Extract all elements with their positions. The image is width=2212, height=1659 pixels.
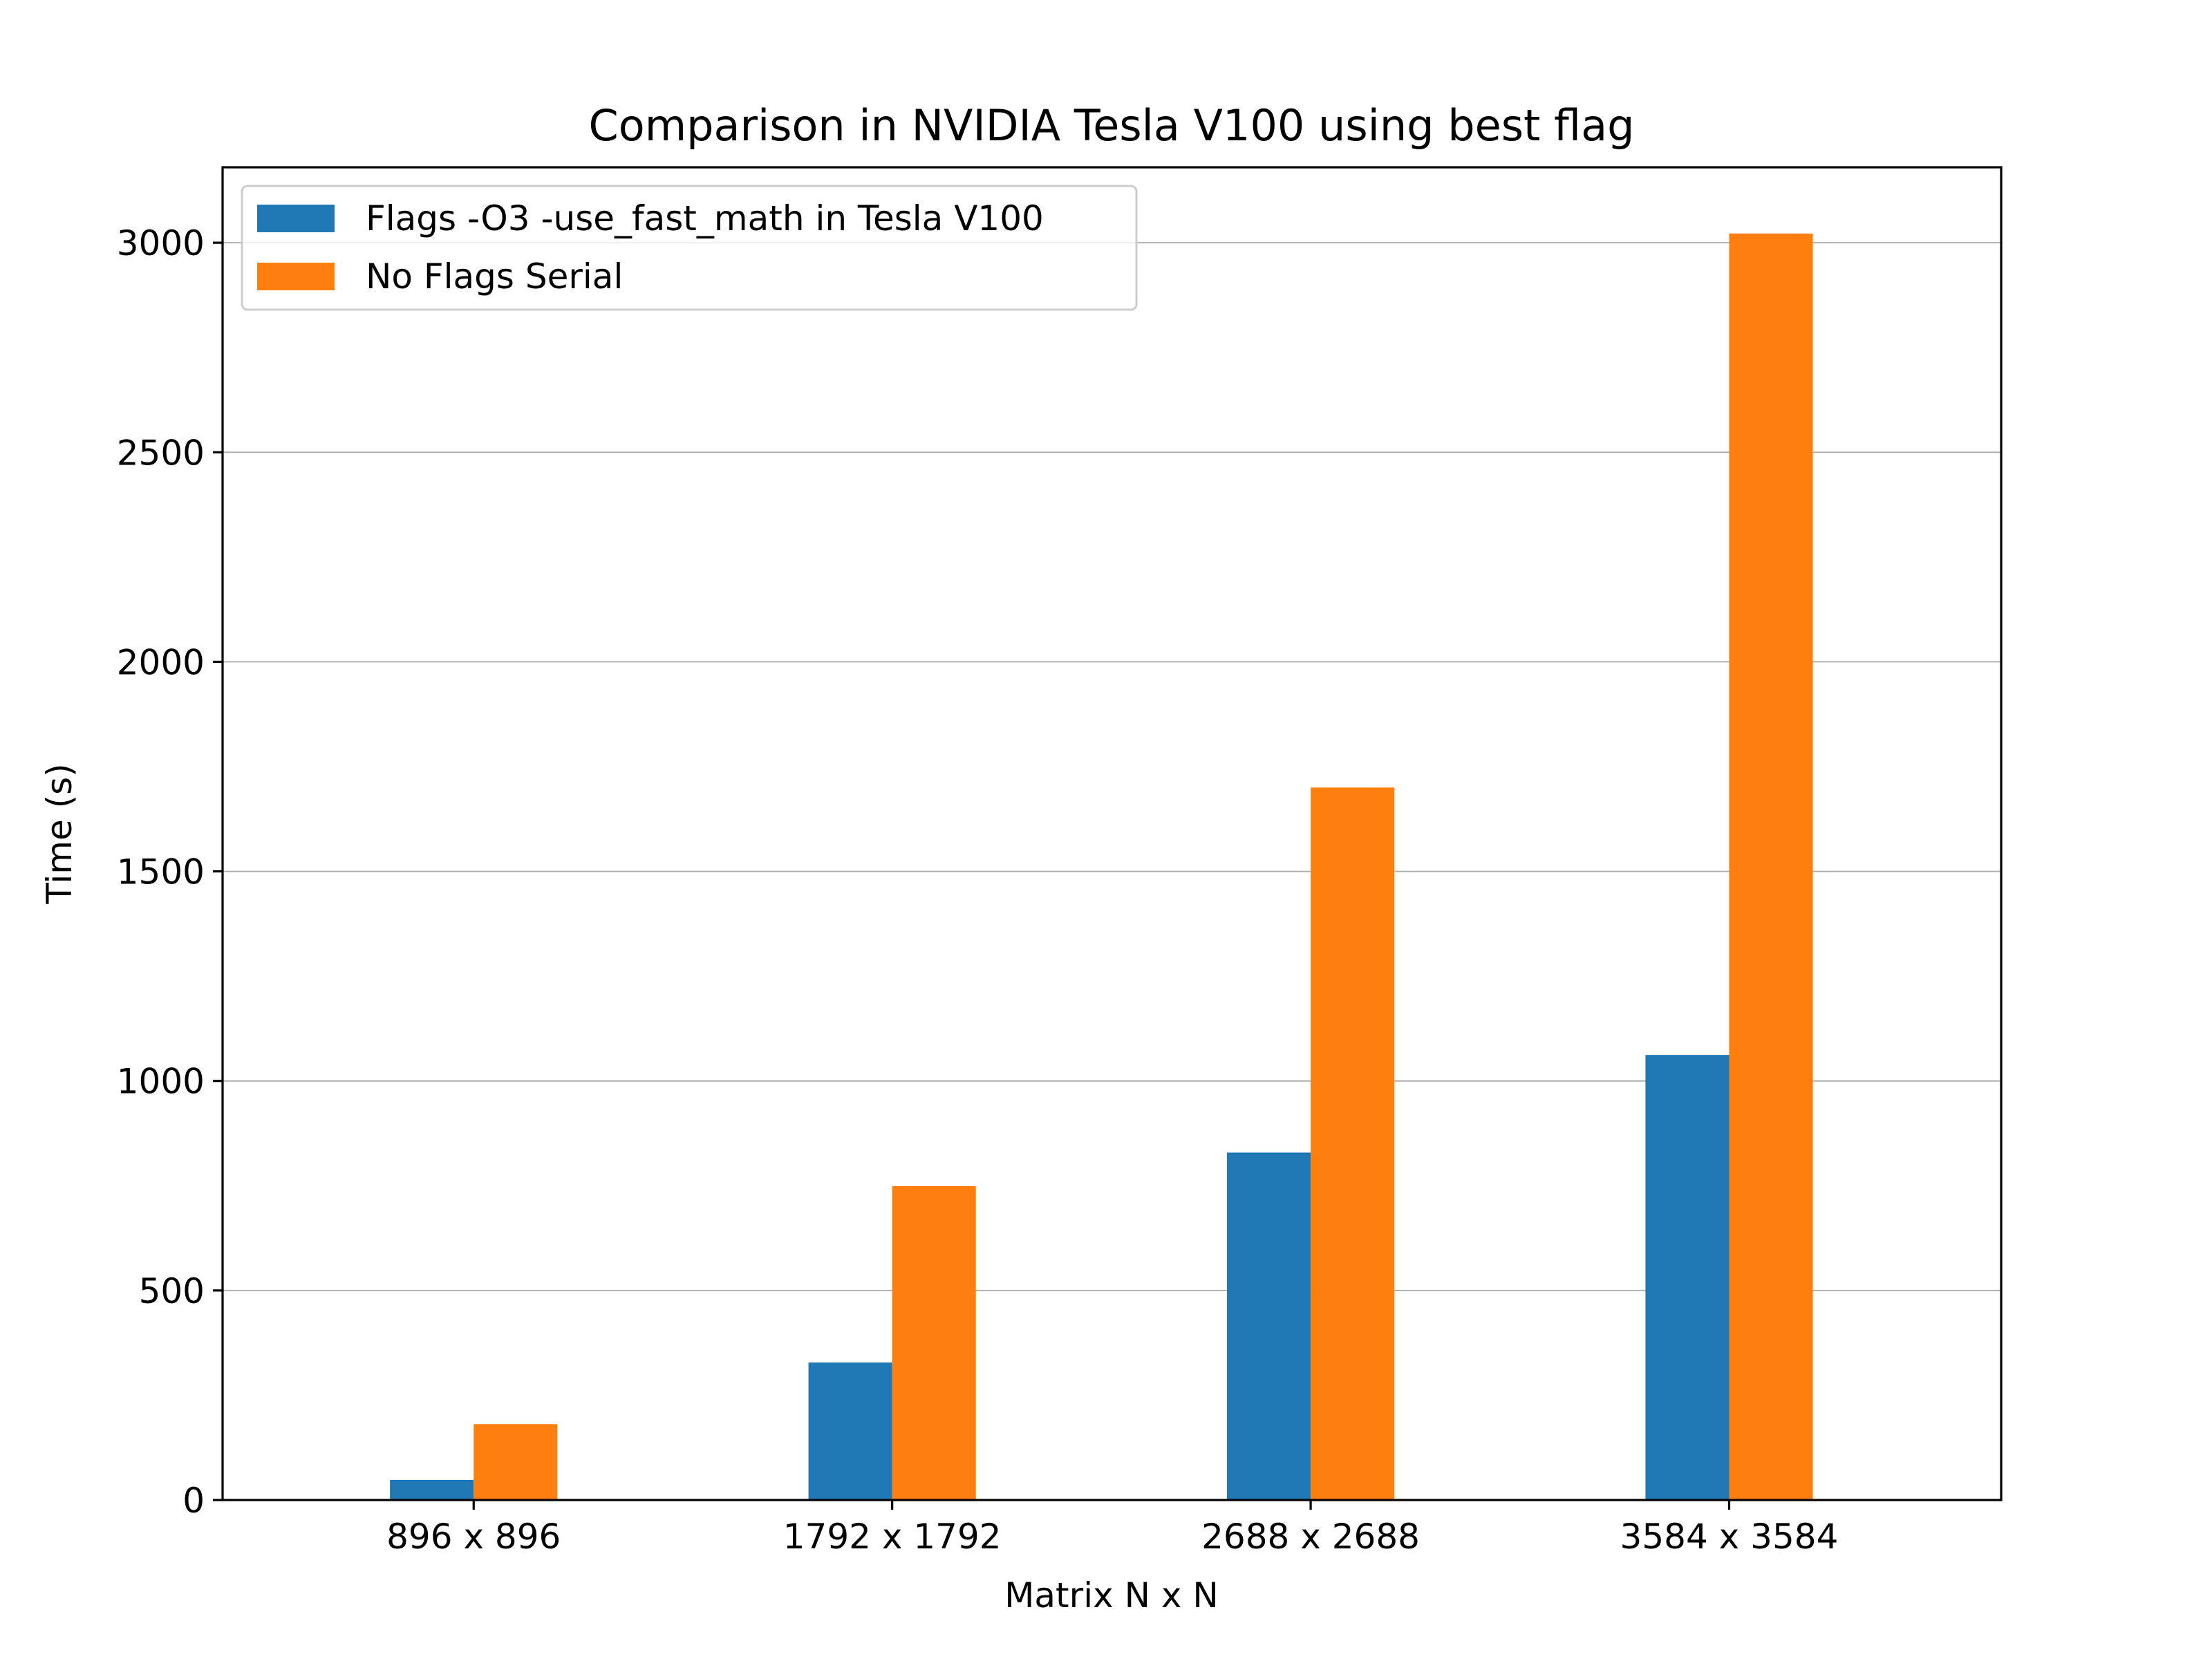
legend-box	[241, 185, 1138, 311]
y-tick-label: 2000	[117, 642, 205, 682]
bar-flags-3	[1645, 1055, 1730, 1500]
y-tick-label: 1000	[117, 1062, 205, 1102]
x-axis: 896 x 896 1792 x 1792 2688 x 2688 3584 x 35…	[386, 1500, 1838, 1557]
y-tick-label: 1500	[117, 852, 205, 892]
x-tick-label: 896 x 896	[386, 1517, 561, 1557]
bars	[390, 233, 1813, 1500]
legend-swatch	[257, 263, 335, 290]
bar-no-flags-2	[1311, 787, 1395, 1500]
y-tick-label: 0	[182, 1481, 205, 1521]
bar-no-flags-1	[892, 1185, 976, 1500]
legend-swatch	[257, 205, 335, 232]
plot-frame	[221, 166, 2003, 1501]
legend: Flags -O3 -use_fast_math in Tesla V100 N…	[241, 185, 1138, 311]
x-tick-label: 2688 x 2688	[1201, 1517, 1420, 1557]
bar-no-flags-3	[1729, 233, 1813, 1500]
y-tick-label: 500	[139, 1271, 205, 1311]
y-axis: 0 500 1000 1500 2000 2500 3000	[117, 223, 223, 1521]
y-tick-label: 3000	[117, 223, 205, 263]
legend-label: Flags -O3 -use_fast_math in Tesla V100	[366, 198, 1044, 238]
legend-label: No Flags Serial	[366, 256, 623, 297]
bar-flags-1	[808, 1362, 892, 1500]
bar-flags-0	[390, 1479, 474, 1500]
y-tick-label: 2500	[117, 433, 205, 473]
x-axis-label: Matrix N x N	[1004, 1575, 1219, 1615]
x-tick-label: 1792 x 1792	[783, 1517, 1002, 1557]
bar-flags-2	[1226, 1152, 1311, 1500]
x-tick-label: 3584 x 3584	[1620, 1517, 1839, 1557]
y-axis-label: Time (s)	[39, 763, 79, 904]
bar-no-flags-0	[474, 1424, 558, 1500]
chart-title: Comparison in NVIDIA Tesla V100 using be…	[589, 100, 1635, 151]
